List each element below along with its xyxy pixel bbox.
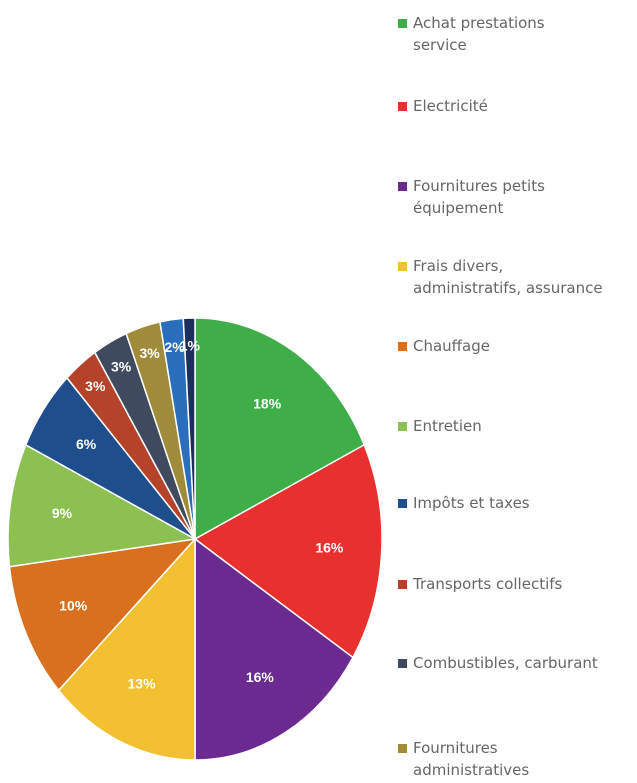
pie-slice	[7, 443, 198, 568]
legend-entry: Frais divers, administratifs, assurance	[398, 255, 633, 299]
legend-entry: Impôts et taxes	[398, 492, 633, 514]
pie-slice	[57, 537, 196, 761]
legend-swatch	[398, 262, 407, 271]
data-label: 18%	[253, 395, 282, 411]
legend-swatch	[398, 342, 407, 351]
data-label: 16%	[315, 540, 344, 556]
legend-swatch	[398, 102, 407, 111]
data-label: 9%	[52, 505, 73, 521]
pie-slice	[194, 537, 354, 761]
legend-entry: Electricité	[398, 95, 633, 117]
data-label: 1%	[180, 338, 201, 354]
legend-swatch	[398, 182, 407, 191]
data-label: 3%	[85, 378, 106, 394]
legend-entry: Achat prestations service	[398, 12, 633, 56]
legend-swatch	[398, 659, 407, 668]
legend-swatch	[398, 19, 407, 28]
legend-entry: Combustibles, carburant	[398, 652, 633, 674]
legend-entry: Entretien	[398, 415, 633, 437]
legend-label: Entretien	[413, 417, 482, 435]
legend-label: Chauffage	[413, 337, 490, 355]
legend-label: Fournitures administratives	[413, 739, 530, 779]
legend-label: Transports collectifs	[413, 575, 563, 593]
legend-entry: Chauffage	[398, 335, 633, 357]
data-label: 3%	[111, 358, 132, 374]
legend-swatch	[398, 580, 407, 589]
data-label: 3%	[139, 345, 160, 361]
legend-label: Impôts et taxes	[413, 494, 530, 512]
legend-entry: Transports collectifs	[398, 573, 633, 595]
pie-slice	[8, 537, 197, 692]
pie-slice	[193, 443, 383, 659]
data-label: 10%	[59, 597, 88, 613]
legend-entry: Fournitures petits équipement	[398, 175, 633, 219]
legend-swatch	[398, 744, 407, 753]
legend-entry: Fournitures administratives	[398, 737, 633, 781]
data-label: 16%	[246, 669, 275, 685]
legend-label: Combustibles, carburant	[413, 654, 598, 672]
legend-label: Fournitures petits équipement	[413, 177, 545, 217]
legend-label: Frais divers, administratifs, assurance	[413, 257, 603, 297]
legend-swatch	[398, 422, 407, 431]
legend-label: Achat prestations service	[413, 14, 545, 54]
legend-label: Electricité	[413, 97, 488, 115]
pie-slice	[182, 317, 196, 540]
pie-slice	[194, 317, 366, 541]
data-label: 13%	[128, 676, 157, 692]
data-label: 2%	[164, 339, 185, 355]
legend-swatch	[398, 499, 407, 508]
data-label: 6%	[76, 436, 97, 452]
